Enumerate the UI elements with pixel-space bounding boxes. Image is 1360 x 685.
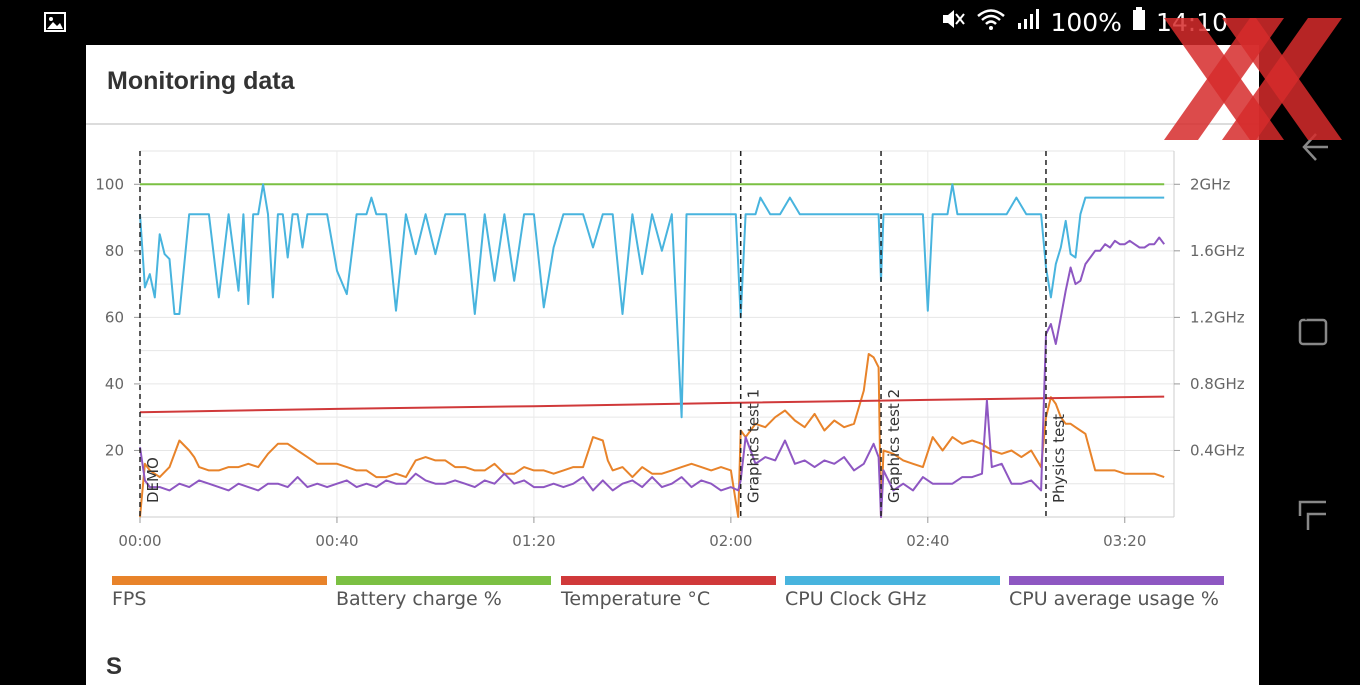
legend-item-temperature[interactable]: Temperature °C (561, 576, 776, 610)
x-tick-label: 01:20 (512, 532, 555, 550)
y-left-tick-label: 60 (105, 308, 124, 326)
y-right-tick-label: 1.6GHz (1190, 242, 1245, 260)
card-title: Monitoring data (107, 67, 295, 95)
legend-item-fps[interactable]: FPS (112, 576, 327, 610)
legend-label: FPS (112, 588, 147, 610)
monitoring-chart: 20 40 60 80 100 0.4GHz 0.8GHz 1.2GHz 1.6GHz 2GHz 0… (95, 150, 1245, 550)
y-right-tick-label: 2GHz (1190, 175, 1230, 193)
marker-label: Physics test (1050, 414, 1068, 503)
gallery-notification-icon (44, 12, 66, 37)
recents-icon[interactable] (1296, 314, 1330, 353)
marker-label: Graphics test 2 (885, 389, 903, 503)
signal-icon (1016, 7, 1040, 37)
battery-icon (1132, 7, 1146, 37)
legend-label: Battery charge % (336, 588, 502, 610)
next-section-heading: S (106, 653, 123, 680)
legend-item-cpu-usage[interactable]: CPU average usage % (1009, 576, 1224, 610)
legend-label: Temperature °C (561, 588, 711, 610)
status-icons: 100% 14:10 (940, 6, 1228, 38)
y-right-tick-label: 0.4GHz (1190, 441, 1245, 459)
status-bar: 100% 14:10 (0, 0, 1360, 44)
x-tick-label: 00:40 (315, 532, 358, 550)
legend-label: CPU Clock GHz (785, 588, 927, 610)
y-right-tick-label: 0.8GHz (1190, 375, 1245, 393)
legend-label: CPU average usage % (1009, 588, 1219, 610)
legend-swatch (336, 576, 551, 585)
legend-swatch (785, 576, 1000, 585)
legend-item-cpu-clock[interactable]: CPU Clock GHz (785, 576, 1000, 610)
legend-swatch (112, 576, 327, 585)
card-divider (86, 123, 1259, 125)
x-tick-label: 02:40 (906, 532, 949, 550)
x-tick-label: 03:20 (1103, 532, 1146, 550)
navigation-bar (1262, 44, 1360, 662)
legend-swatch (561, 576, 776, 585)
series-line-fps (139, 353, 1165, 518)
y-left-tick-label: 100 (95, 175, 124, 193)
series-line-temperature-c (139, 395, 1165, 414)
wifi-icon (976, 7, 1006, 37)
monitoring-card: Monitoring data 20 40 60 80 100 0.4GHz 0.8GHz 1… (86, 45, 1259, 685)
mute-icon (940, 7, 966, 37)
legend-swatch (1009, 576, 1224, 585)
marker-label: DEMO (144, 457, 162, 503)
series-line-cpu-clock-ghz (139, 183, 1165, 419)
watermark-logo (1160, 16, 1346, 147)
marker-label: Graphics test 1 (745, 389, 763, 503)
y-right-tick-label: 1.2GHz (1190, 308, 1245, 326)
x-tick-label: 02:00 (709, 532, 752, 550)
legend-item-battery[interactable]: Battery charge % (336, 576, 551, 610)
series-line-cpu-average-usage (139, 236, 1166, 518)
y-left-tick-label: 80 (105, 242, 124, 260)
chart-legend: FPS Battery charge % Temperature °C CPU … (112, 576, 1234, 616)
multiwindow-icon[interactable] (1296, 498, 1330, 539)
y-left-tick-label: 40 (105, 375, 124, 393)
y-left-tick-label: 20 (105, 441, 124, 459)
x-tick-label: 00:00 (118, 532, 161, 550)
battery-percent: 100% (1050, 7, 1122, 37)
